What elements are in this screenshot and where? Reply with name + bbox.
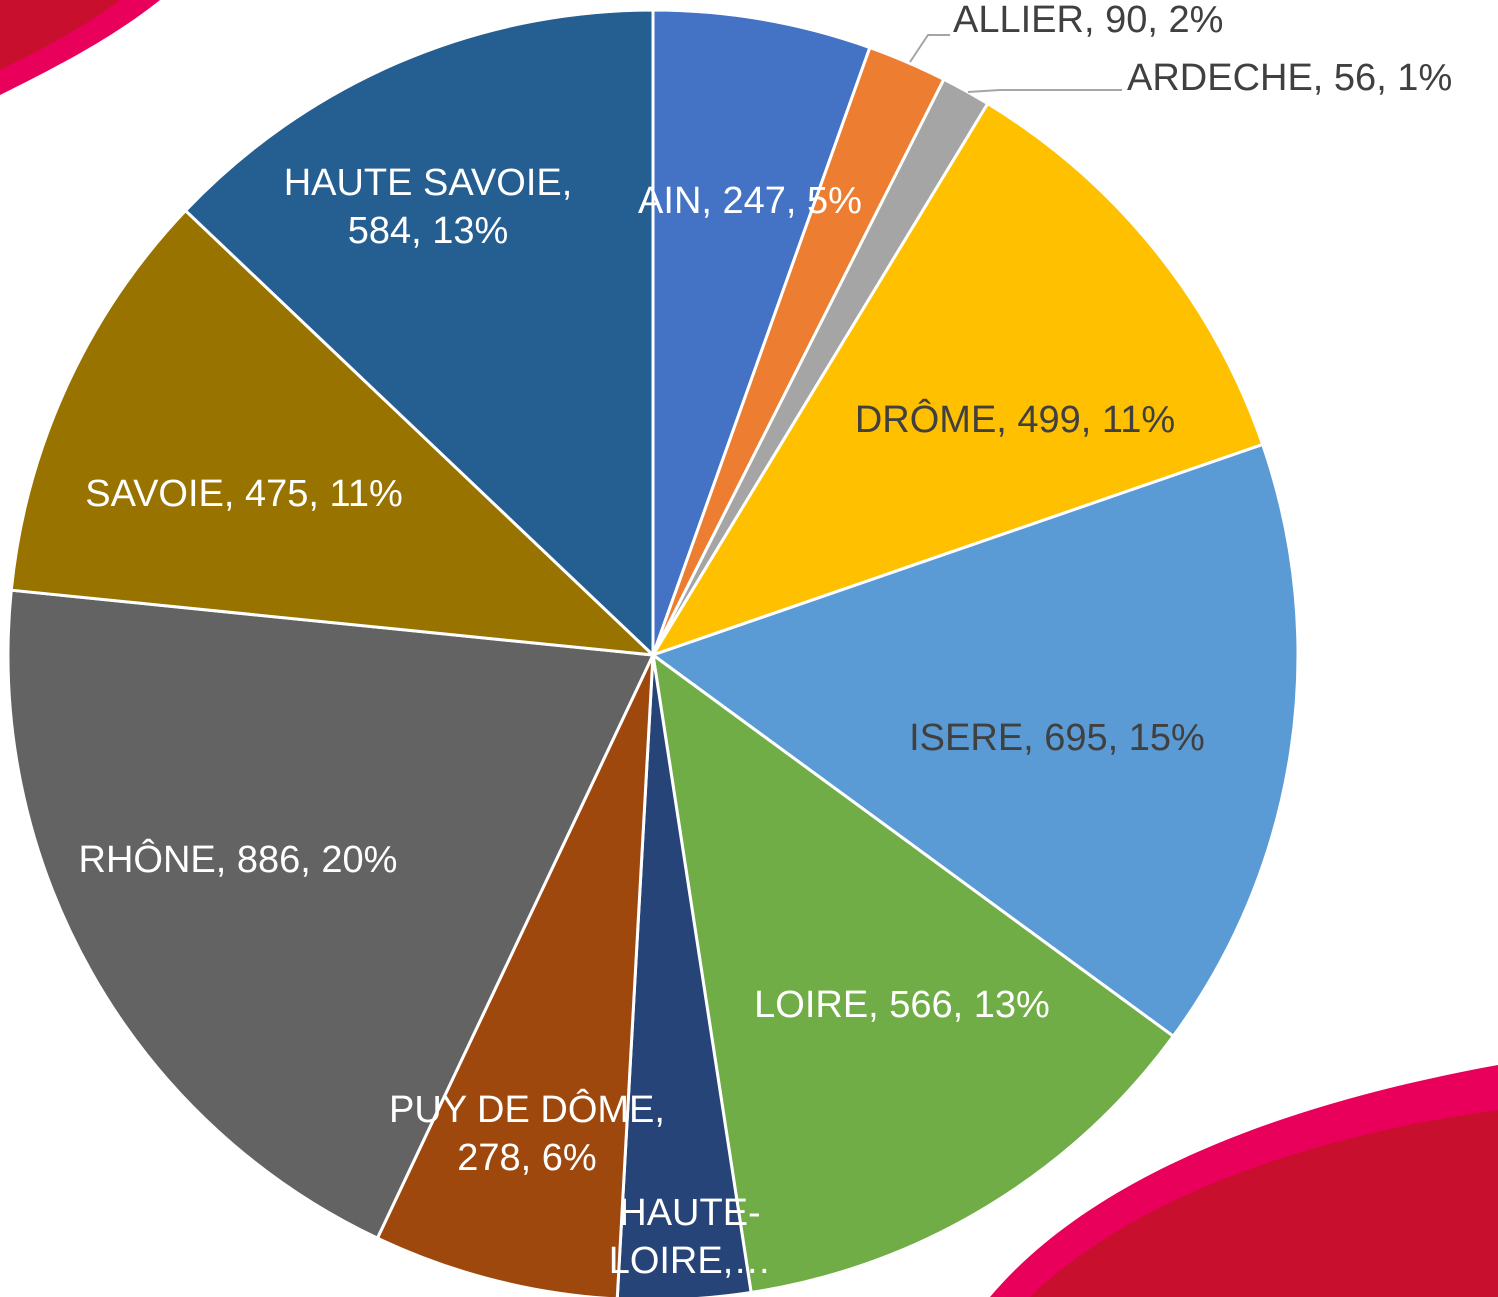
data-label: HAUTE- — [619, 1192, 760, 1234]
pie-slice — [649, 101, 1265, 658]
data-label: LOIRE, 566, 13% — [754, 984, 1050, 1026]
data-label: HAUTE SAVOIE, — [284, 162, 573, 204]
pie-slice — [183, 8, 655, 659]
leader-line — [967, 89, 1122, 93]
pie-slice — [651, 8, 872, 656]
data-label: ARDECHE, 56, 1% — [1127, 57, 1452, 99]
data-label: 278, 6% — [457, 1137, 596, 1179]
leader-line — [909, 34, 950, 63]
data-label: ALLIER, 90, 2% — [953, 0, 1223, 41]
data-label: RHÔNE, 886, 20% — [79, 837, 398, 881]
data-label: AIN, 247, 5% — [638, 180, 862, 222]
pie-slice — [615, 654, 753, 1297]
pie-slice — [649, 442, 1300, 1039]
data-label: 584, 13% — [348, 210, 509, 252]
data-label: PUY DE DÔME, — [389, 1087, 665, 1131]
data-label: SAVOIE, 475, 11% — [85, 473, 403, 515]
data-label: ISERE, 695, 15% — [909, 717, 1205, 759]
pie-slice — [9, 208, 658, 657]
pie-slice — [6, 588, 656, 1241]
data-label: LOIRE,… — [609, 1240, 772, 1282]
data-label: DRÔME, 499, 11% — [855, 397, 1175, 441]
pie-slice — [375, 654, 655, 1297]
pie-slice — [650, 651, 1176, 1295]
